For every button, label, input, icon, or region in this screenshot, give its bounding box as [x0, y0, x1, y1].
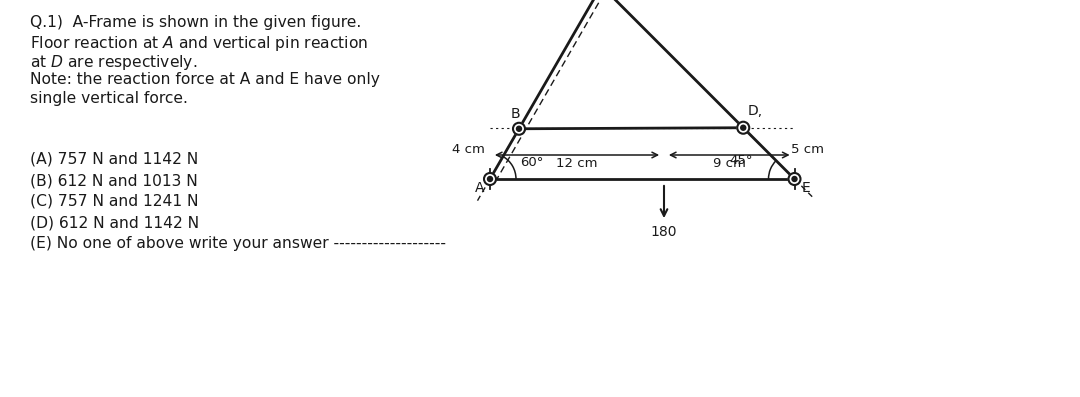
Circle shape — [513, 123, 525, 135]
Text: (E) No one of above write your answer --------------------: (E) No one of above write your answer --… — [30, 236, 446, 251]
Text: 180: 180 — [651, 225, 677, 239]
Text: 60°: 60° — [519, 156, 543, 170]
Text: E: E — [801, 181, 810, 195]
Text: (C) 757 N and 1241 N: (C) 757 N and 1241 N — [30, 194, 199, 209]
Circle shape — [516, 126, 522, 131]
Circle shape — [484, 173, 496, 185]
Circle shape — [741, 125, 745, 130]
Text: (B) 612 N and 1013 N: (B) 612 N and 1013 N — [30, 173, 198, 188]
Text: B: B — [510, 107, 519, 121]
Circle shape — [792, 177, 797, 181]
Text: 45°: 45° — [729, 154, 753, 168]
Text: single vertical force.: single vertical force. — [30, 91, 188, 106]
Text: 5 cm: 5 cm — [791, 143, 824, 156]
Circle shape — [487, 177, 492, 181]
Text: A: A — [474, 181, 484, 195]
Text: at $D$ are respectively.: at $D$ are respectively. — [30, 53, 198, 72]
Text: D,: D, — [747, 104, 762, 118]
Text: Floor reaction at $A$ and vertical pin reaction: Floor reaction at $A$ and vertical pin r… — [30, 34, 368, 53]
Text: 12 cm: 12 cm — [556, 157, 597, 170]
Text: (A) 757 N and 1142 N: (A) 757 N and 1142 N — [30, 152, 199, 167]
Text: Q.1)  A-Frame is shown in the given figure.: Q.1) A-Frame is shown in the given figur… — [30, 15, 361, 30]
Circle shape — [738, 122, 750, 134]
Circle shape — [788, 173, 800, 185]
Text: Note: the reaction force at A and E have only: Note: the reaction force at A and E have… — [30, 72, 380, 87]
Text: 4 cm: 4 cm — [451, 143, 485, 156]
Text: 9 cm: 9 cm — [713, 157, 745, 170]
Text: (D) 612 N and 1142 N: (D) 612 N and 1142 N — [30, 215, 199, 230]
